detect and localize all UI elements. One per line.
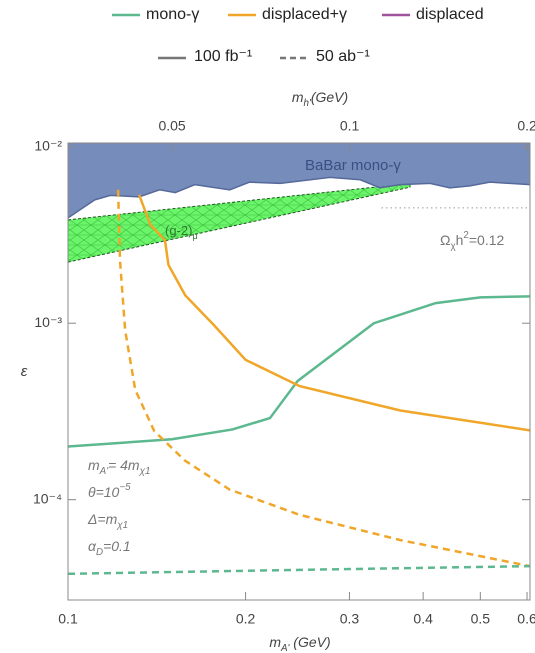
text-part: = 4m [108,457,140,473]
text-part: −5 [119,482,131,493]
x2-tick-label: 0.2 [517,118,535,134]
legend-label: displaced+γ [262,6,347,23]
g2-mesh [68,182,411,263]
annotation: mA'= 4mχ1 [88,457,150,477]
x-tick-label: 0.5 [471,611,491,627]
legend-label: 50 ab⁻¹ [316,48,370,65]
text-part: A' [280,643,291,653]
text-part: D [96,547,103,558]
legend-label: 100 fb⁻¹ [194,48,252,65]
frame [67,142,531,601]
text-part: m [292,89,304,105]
text-part: α [88,538,97,554]
text-part: (g-2) [165,223,192,238]
relic-label: Ωχh2=0.12 [440,230,505,252]
curve [137,194,530,432]
legend-label: mono-γ [146,6,199,23]
annotation: θ=10−5 [88,482,131,500]
x-tick-label: 0.3 [340,611,360,627]
x-tick-label: 0.2 [236,611,256,627]
g2-label: (g-2)μ [165,223,198,241]
x2-tick-label: 0.05 [158,118,185,134]
text-part: A' [99,466,110,477]
text-part: Ω [440,232,450,248]
y-tick-label: 10⁻² [34,137,62,153]
text-part: =0.1 [103,538,131,554]
annotation: αD=0.1 [88,538,131,558]
y-tick-label: 10⁻³ [34,314,62,330]
text-part: (GeV) [311,89,348,105]
text-part: (GeV) [289,634,330,650]
text-part: χ [450,241,456,252]
y-tick-label: 10⁻⁴ [33,490,62,506]
curve [116,189,530,568]
text-part: χ1 [139,466,151,477]
annotation: Δ=mχ1 [87,511,128,531]
text-part: =0.12 [469,232,505,248]
x2-tick-label: 0.1 [340,118,360,134]
x-tick-label: 0.1 [58,611,78,627]
text-part: θ=10 [88,484,120,500]
x-axis-label: mA' (GeV) [269,634,330,653]
curve [68,564,530,576]
legend-label: displaced [416,6,484,23]
x2-axis-label: mh'(GeV) [292,89,348,109]
text-part: h [456,232,464,248]
text-part: h' [304,98,312,109]
text-part: 2 [463,230,468,241]
text-part: m [269,634,281,650]
x-tick-label: 0.6 [517,611,535,627]
text-part: m [88,457,100,473]
text-part: μ [192,231,197,241]
region-label: BaBar mono-γ [305,157,401,174]
y-axis-label: ε [21,363,28,380]
text-part: χ1 [116,520,128,531]
curve [68,295,530,448]
plot-area [68,143,530,576]
text-part: Δ=m [87,511,118,527]
x-tick-label: 0.4 [413,611,433,627]
